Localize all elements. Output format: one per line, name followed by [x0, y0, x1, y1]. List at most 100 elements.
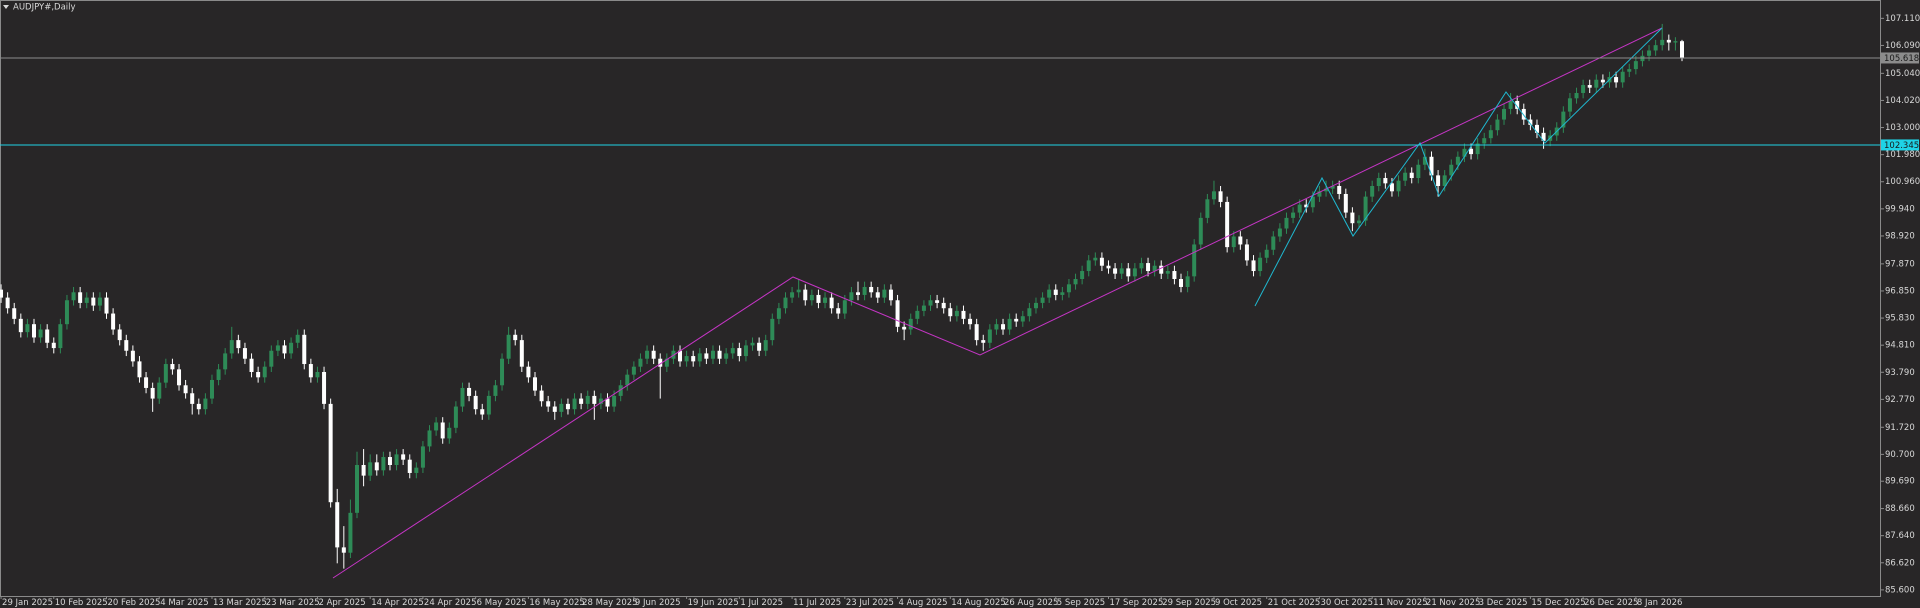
candle-body [1469, 148, 1474, 155]
candle-body [724, 353, 729, 359]
candle-body [387, 457, 392, 466]
x-tick-label: 5 Sep 2025 [1057, 598, 1105, 608]
candle-body [1159, 265, 1164, 274]
candle-body [1284, 217, 1289, 229]
x-tick-label: 21 Nov 2025 [1426, 598, 1480, 608]
trend-line [332, 27, 1663, 579]
candle-body [1185, 276, 1190, 287]
price-label-box [1881, 139, 1919, 151]
candle-body [341, 547, 346, 553]
candle-body [1291, 212, 1296, 218]
candle-body [1119, 268, 1124, 274]
candle-body [1574, 93, 1579, 99]
candle-body [1416, 164, 1421, 179]
candle-body [743, 345, 748, 357]
candle-body [275, 345, 280, 351]
candle-body [862, 286, 867, 295]
x-tick-label: 17 Sep 2025 [1109, 598, 1163, 608]
candle-body [1581, 85, 1586, 94]
candle-body [1330, 186, 1335, 189]
candle-body [25, 324, 30, 333]
candle-body [1409, 172, 1414, 179]
candle-body [1534, 124, 1539, 133]
candle-body [229, 340, 234, 354]
candle-body [1660, 39, 1665, 46]
candle-body [453, 406, 458, 428]
candle-body [1647, 50, 1652, 56]
candle-body [1600, 79, 1605, 83]
candle-body [12, 308, 17, 319]
candle-body [157, 382, 162, 399]
candle-body [572, 398, 577, 410]
candle-body [170, 364, 175, 370]
candle-body [295, 334, 300, 343]
candle-body [137, 361, 142, 378]
candle-body [1356, 220, 1361, 224]
y-tick-label: 86.620 [1885, 558, 1915, 568]
candle-body [335, 502, 340, 548]
candle-body [1225, 201, 1230, 248]
candle-body [1060, 292, 1065, 295]
candle-body [1389, 183, 1394, 192]
candle-body [1139, 263, 1144, 269]
candle-body [322, 372, 327, 404]
x-tick-label: 4 Aug 2025 [899, 598, 948, 608]
x-tick-label: 10 Feb 2025 [55, 598, 108, 608]
candle-body [1264, 249, 1269, 258]
menu-triangle[interactable] [3, 5, 9, 9]
candle-body [1020, 316, 1025, 322]
candle-body [1172, 271, 1177, 280]
candle-body [1218, 191, 1223, 202]
candle-body [954, 310, 959, 317]
plot-border [0, 0, 1881, 597]
candle-body [58, 324, 63, 349]
candle-body [1620, 71, 1625, 83]
candle-body [1350, 212, 1355, 224]
candle-body [447, 427, 452, 439]
candle-body [1376, 178, 1381, 187]
candle-body [1126, 268, 1131, 277]
candle-body [921, 305, 926, 311]
candle-body [374, 462, 379, 471]
candle-body [658, 358, 663, 367]
candle-body [163, 364, 168, 383]
candle-body [97, 297, 102, 306]
candle-body [1449, 164, 1454, 176]
candle-body [1258, 257, 1263, 272]
candle-body [1297, 204, 1302, 213]
candle-body [1521, 108, 1526, 120]
candle-body [579, 398, 584, 404]
candle-body [915, 310, 920, 319]
candle-body [1633, 61, 1638, 70]
candle-body [1363, 196, 1368, 221]
candle-body [216, 369, 221, 380]
x-tick-label: 26 Aug 2025 [1004, 598, 1058, 608]
y-tick-label: 94.810 [1885, 341, 1915, 351]
candle-body [869, 286, 874, 293]
candle-body [348, 512, 353, 553]
y-tick-label: 90.700 [1885, 450, 1915, 460]
y-tick-label: 105.040 [1885, 69, 1920, 79]
candle-body [638, 358, 643, 367]
candle-body [1310, 196, 1315, 208]
candle-body [1198, 217, 1203, 245]
candle-body [1627, 69, 1632, 72]
candle-body [902, 326, 907, 330]
candle-body [664, 358, 669, 367]
x-tick-label: 8 Jan 2026 [1637, 598, 1683, 608]
x-tick-label: 19 Jun 2025 [688, 598, 739, 608]
candle-body [513, 334, 518, 341]
candle-body [1403, 172, 1408, 181]
candle-body [559, 403, 564, 412]
candle-body [1442, 175, 1447, 187]
candle-body [91, 297, 96, 306]
candle-body [631, 366, 636, 375]
candle-body [236, 340, 241, 349]
candle-body [1251, 260, 1256, 272]
x-tick-label: 1 Jul 2025 [740, 598, 783, 608]
candle-body [1666, 39, 1671, 43]
candle-body [1673, 41, 1678, 43]
candle-body [1238, 236, 1243, 245]
candle-body [1495, 119, 1500, 131]
candle-body [480, 409, 485, 415]
